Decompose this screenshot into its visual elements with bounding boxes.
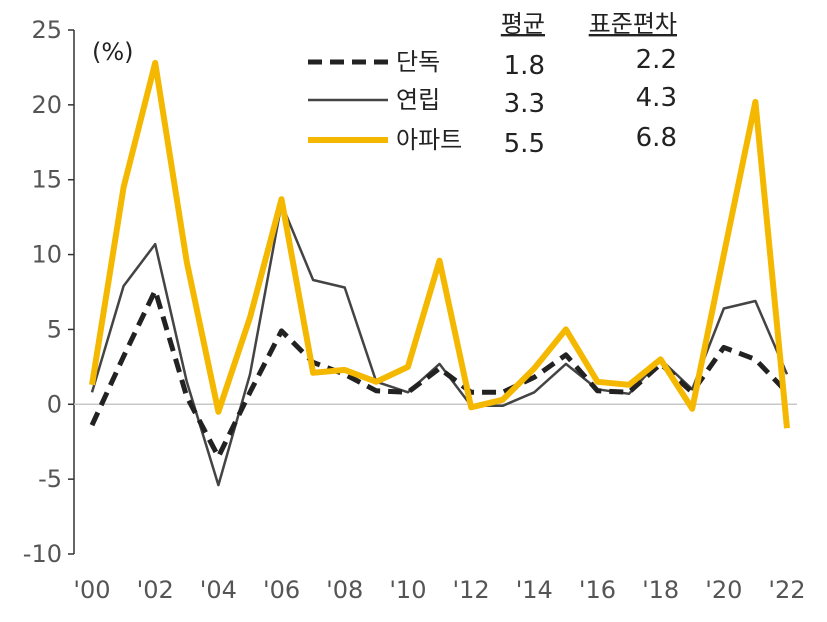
y-tick-label: 25 [31, 16, 62, 44]
y-tick-label: 0 [47, 390, 62, 418]
x-tick-label: '10 [389, 576, 426, 604]
stat-mean-value: 5.5 [504, 129, 545, 159]
x-tick-label: '16 [579, 576, 616, 604]
axes: 25 20 15 10 5 0 -5 -10 '00 '02 '04 '06 '08 '10 '12 '14 '… [23, 16, 806, 604]
series-layer [89, 59, 790, 487]
series-line-thick [89, 59, 790, 429]
x-tick-label: '00 [73, 576, 110, 604]
x-tick-label: '12 [453, 576, 490, 604]
stat-std-value: 6.8 [636, 123, 677, 153]
legend-label: 아파트 [396, 126, 462, 154]
legend-label: 연립 [396, 86, 440, 114]
y-tick-label: 10 [31, 241, 62, 269]
x-tick-label: '02 [137, 576, 174, 604]
y-tick-label: 15 [31, 166, 62, 194]
legend-label: 단독 [396, 48, 440, 76]
x-tick-label: '04 [200, 576, 237, 604]
stat-std-value: 4.3 [636, 83, 677, 113]
unit-label: (%) [92, 38, 134, 66]
stat-mean-value: 1.8 [504, 51, 545, 81]
y-tick-label: 5 [47, 315, 62, 343]
stat-header-mean: 평균 [501, 10, 545, 38]
stat-std-value: 2.2 [636, 45, 677, 75]
series-line-thin [90, 202, 789, 487]
x-tick-label: '14 [516, 576, 553, 604]
x-tick-label: '18 [642, 576, 679, 604]
y-tick-label: -5 [38, 465, 62, 493]
x-tick-label: '20 [705, 576, 742, 604]
x-tick-label: '22 [768, 576, 805, 604]
x-tick-label: '06 [263, 576, 300, 604]
stat-header-std: 표준편차 [589, 10, 677, 38]
y-tick-label: -10 [23, 540, 62, 568]
stat-mean-value: 3.3 [504, 89, 545, 119]
y-tick-label: 20 [31, 91, 62, 119]
x-tick-label: '08 [326, 576, 363, 604]
